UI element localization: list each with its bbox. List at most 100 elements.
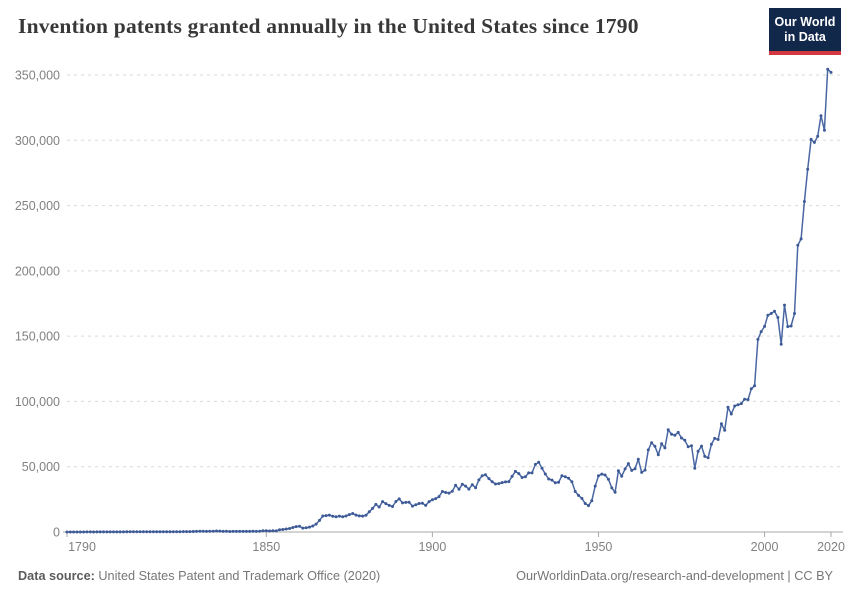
data-point[interactable] [308,525,311,529]
data-point[interactable] [477,478,481,482]
data-point[interactable] [457,487,461,491]
data-point[interactable] [550,478,554,482]
data-point[interactable] [763,324,767,328]
data-point[interactable] [291,526,295,529]
data-point[interactable] [537,460,541,464]
data-point[interactable] [191,530,195,533]
data-point[interactable] [670,432,674,436]
data-point[interactable] [108,530,112,534]
data-point[interactable] [600,472,604,476]
data-point[interactable] [138,530,142,534]
data-point[interactable] [72,530,76,534]
data-point[interactable] [284,527,288,531]
data-point[interactable] [490,480,494,484]
data-point[interactable] [234,529,238,533]
data-point[interactable] [796,243,800,247]
data-point[interactable] [590,499,594,503]
data-point[interactable] [165,530,169,534]
data-point[interactable] [822,128,826,132]
data-point[interactable] [812,140,816,144]
data-point[interactable] [311,524,315,528]
data-point[interactable] [115,530,119,534]
data-point[interactable] [427,500,431,504]
data-point[interactable] [228,530,232,533]
data-point[interactable] [327,513,331,517]
data-point[interactable] [188,530,192,534]
data-point[interactable] [547,477,551,481]
data-point[interactable] [254,529,258,533]
data-point[interactable] [374,502,378,506]
data-point[interactable] [68,530,72,534]
data-point[interactable] [168,530,172,534]
data-point[interactable] [178,530,182,534]
data-point[interactable] [676,430,680,434]
data-point[interactable] [148,530,152,534]
data-point[interactable] [726,405,730,409]
data-point[interactable] [208,529,212,533]
data-point[interactable] [753,384,757,388]
data-point[interactable] [78,530,82,534]
data-point[interactable] [321,514,325,518]
data-point[interactable] [288,527,292,530]
data-point[interactable] [381,500,385,504]
data-point[interactable] [141,530,145,534]
data-point[interactable] [474,486,478,490]
data-point[interactable] [683,438,687,442]
data-point[interactable] [122,530,125,534]
data-point[interactable] [739,402,743,406]
data-point[interactable] [175,530,179,534]
data-point[interactable] [673,433,677,437]
data-point[interactable] [278,528,282,532]
data-point[interactable] [294,525,298,529]
data-point[interactable] [75,530,79,534]
data-point[interactable] [557,480,561,484]
data-point[interactable] [434,497,438,501]
data-point[interactable] [703,454,707,458]
data-point[interactable] [806,167,810,171]
data-point[interactable] [530,471,534,475]
data-point[interactable] [779,342,783,346]
data-point[interactable] [437,495,441,499]
data-point[interactable] [135,530,139,534]
data-point[interactable] [447,491,451,495]
data-point[interactable] [371,506,375,510]
data-point[interactable] [424,503,428,507]
data-point[interactable] [819,114,823,118]
data-point[interactable] [653,444,657,448]
data-point[interactable] [417,502,421,505]
data-point[interactable] [347,513,351,517]
data-point[interactable] [407,500,411,504]
data-point[interactable] [610,486,614,490]
data-point[interactable] [686,445,690,449]
data-point[interactable] [102,530,105,534]
data-point[interactable] [620,474,624,478]
data-point[interactable] [344,514,348,518]
data-point[interactable] [195,529,198,533]
data-point[interactable] [454,483,458,487]
data-point[interactable] [663,446,667,450]
data-point[interactable] [743,397,747,401]
data-point[interactable] [789,324,793,328]
data-point[interactable] [221,529,225,533]
data-point[interactable] [387,503,391,507]
data-point[interactable] [85,530,89,534]
owid-logo[interactable]: Our World in Data [769,8,841,55]
data-point[interactable] [397,497,401,501]
data-point[interactable] [630,468,634,472]
data-point[interactable] [766,313,770,317]
data-point[interactable] [570,480,574,484]
data-point[interactable] [643,468,647,472]
data-point[interactable] [201,529,205,533]
data-point[interactable] [92,530,96,534]
data-point[interactable] [776,316,780,319]
data-point[interactable] [261,529,265,533]
data-point[interactable] [533,462,537,466]
data-point[interactable] [118,530,122,534]
data-point[interactable] [816,134,820,138]
data-point[interactable] [749,387,753,391]
data-point[interactable] [690,444,693,448]
data-point[interactable] [460,482,464,486]
data-point[interactable] [82,530,86,534]
data-point[interactable] [318,518,321,522]
data-point[interactable] [666,428,670,432]
